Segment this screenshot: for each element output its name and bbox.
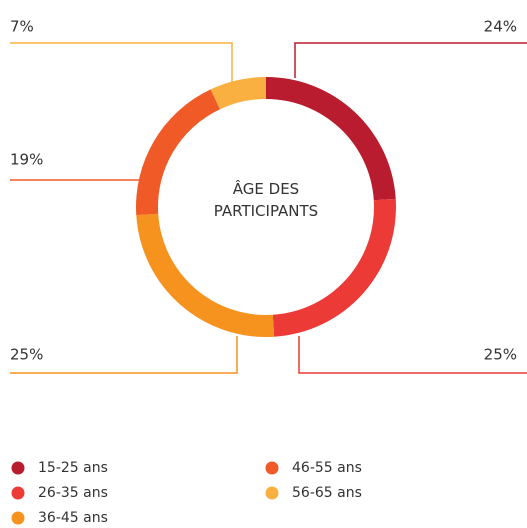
value-label: 25%: [10, 346, 43, 364]
legend-label: 15-25 ans: [38, 460, 108, 476]
legend-label: 46-55 ans: [292, 460, 362, 476]
chart-title: ÂGE DES PARTICIPANTS: [213, 180, 319, 220]
leader-line: [10, 336, 238, 374]
value-label: 24%: [484, 18, 517, 36]
legend-label: 36-45 ans: [38, 510, 108, 526]
donut-segment: [136, 213, 275, 337]
donut-segment: [210, 77, 266, 110]
leader-line: [10, 42, 233, 87]
legend-label: 56-65 ans: [292, 485, 362, 501]
donut-segment: [272, 198, 396, 337]
donut-segment: [136, 89, 221, 216]
value-label: 25%: [484, 346, 517, 364]
legend-swatch: [11, 486, 25, 500]
legend-swatch: [265, 486, 279, 500]
leader-line: [298, 336, 527, 374]
legend-swatch: [265, 461, 279, 475]
value-label: 19%: [10, 151, 43, 169]
value-label: 7%: [10, 18, 34, 36]
leader-line: [294, 42, 527, 78]
legend-swatch: [11, 461, 25, 475]
legend-swatch: [11, 511, 25, 525]
donut-segment: [266, 77, 396, 201]
legend-label: 26-35 ans: [38, 485, 108, 501]
